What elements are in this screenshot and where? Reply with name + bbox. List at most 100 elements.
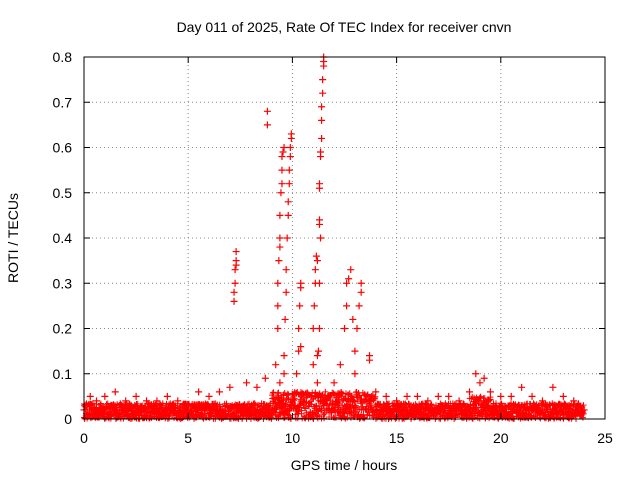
- data-point: [518, 383, 526, 391]
- noise-mark: [274, 390, 281, 397]
- x-tick-label: 0: [80, 430, 88, 446]
- data-point: [153, 397, 161, 405]
- data-point: [295, 347, 303, 355]
- y-axis-ticks: 0 0.1 0.2 0.3 0.4 0.5 0.6 0.7 0.8: [53, 49, 605, 427]
- data-point: [351, 370, 359, 378]
- data-point: [353, 325, 361, 332]
- noise-mark: [276, 412, 283, 419]
- noise-mark: [321, 415, 328, 422]
- noise-mark: [461, 401, 468, 408]
- noise-mark: [428, 401, 435, 408]
- data-point: [285, 180, 293, 188]
- data-point: [330, 379, 338, 387]
- data-point: [315, 325, 323, 332]
- data-point: [122, 397, 130, 405]
- data-point: [232, 248, 240, 256]
- data-point: [311, 266, 319, 274]
- noise-mark: [321, 410, 328, 417]
- data-point: [230, 297, 238, 305]
- noise-mark: [493, 400, 500, 407]
- noise-mark: [451, 413, 458, 420]
- noise-mark: [381, 413, 388, 420]
- data-point: [343, 279, 351, 287]
- data-point: [349, 315, 357, 323]
- data-point: [296, 302, 304, 310]
- noise-mark: [580, 402, 587, 409]
- x-tick-label: 15: [389, 430, 405, 446]
- noise-mark: [292, 411, 299, 418]
- data-point: [231, 266, 239, 274]
- noise-mark: [148, 414, 155, 421]
- chart-title: Day 011 of 2025, Rate Of TEC Index for r…: [177, 19, 512, 35]
- data-point: [343, 302, 351, 310]
- data-point: [476, 379, 484, 387]
- data-point: [372, 388, 380, 396]
- noise-mark: [498, 401, 505, 408]
- noise-mark: [312, 402, 319, 409]
- data-point: [276, 234, 284, 242]
- data-point: [507, 392, 515, 400]
- data-point: [284, 211, 292, 219]
- noise-mark: [284, 394, 291, 401]
- noise-mark: [269, 389, 276, 396]
- data-point: [281, 315, 289, 323]
- noise-mark: [256, 414, 263, 421]
- data-point: [309, 361, 317, 369]
- data-point: [538, 397, 546, 405]
- noise-mark: [97, 400, 104, 407]
- y-tick-label: 0.6: [53, 140, 73, 156]
- noise-mark: [371, 395, 378, 402]
- noise-mark: [498, 400, 505, 407]
- data-point: [280, 370, 288, 378]
- data-point: [528, 392, 536, 400]
- data-point: [466, 388, 474, 396]
- noise-mark: [372, 407, 379, 414]
- data-point: [263, 121, 271, 129]
- data-point: [278, 166, 286, 174]
- x-axis-title: GPS time / hours: [291, 457, 398, 473]
- noise-mark: [309, 409, 316, 416]
- data-point: [312, 252, 320, 260]
- noise-mark: [332, 414, 339, 421]
- data-point: [347, 266, 355, 274]
- noise-mark: [284, 411, 291, 418]
- noise-mark: [469, 415, 476, 422]
- noise-mark: [275, 389, 282, 396]
- data-point: [315, 279, 323, 287]
- noise-mark: [477, 393, 484, 400]
- data-point: [111, 388, 119, 396]
- noise-mark: [432, 402, 439, 409]
- noise-mark: [290, 396, 297, 403]
- data-point: [455, 397, 463, 405]
- noise-mark: [546, 401, 553, 408]
- noise-mark: [326, 402, 333, 409]
- noise-mark: [269, 412, 276, 419]
- noise-mark: [565, 409, 572, 416]
- data-point: [132, 392, 140, 400]
- data-point: [549, 383, 557, 391]
- data-point: [313, 379, 321, 387]
- data-point: [282, 288, 290, 296]
- data-point: [393, 397, 401, 405]
- noise-mark: [134, 400, 141, 407]
- data-point: [278, 153, 286, 161]
- data-point: [279, 148, 287, 156]
- data-point: [336, 361, 344, 369]
- data-point: [313, 257, 321, 265]
- data-point: [232, 257, 240, 265]
- data-point: [318, 116, 326, 124]
- data-point: [274, 325, 282, 332]
- noise-mark: [421, 411, 428, 418]
- data-point: [486, 388, 494, 396]
- noise-mark: [251, 400, 258, 407]
- noise-mark: [484, 405, 491, 412]
- data-point: [283, 234, 291, 242]
- data-point: [101, 392, 109, 400]
- noise-mark: [384, 401, 391, 408]
- noise-mark: [302, 405, 309, 412]
- noise-mark: [487, 396, 494, 403]
- data-point: [280, 352, 288, 360]
- noise-mark: [579, 414, 586, 421]
- x-tick-label: 10: [285, 430, 301, 446]
- data-point: [318, 103, 326, 111]
